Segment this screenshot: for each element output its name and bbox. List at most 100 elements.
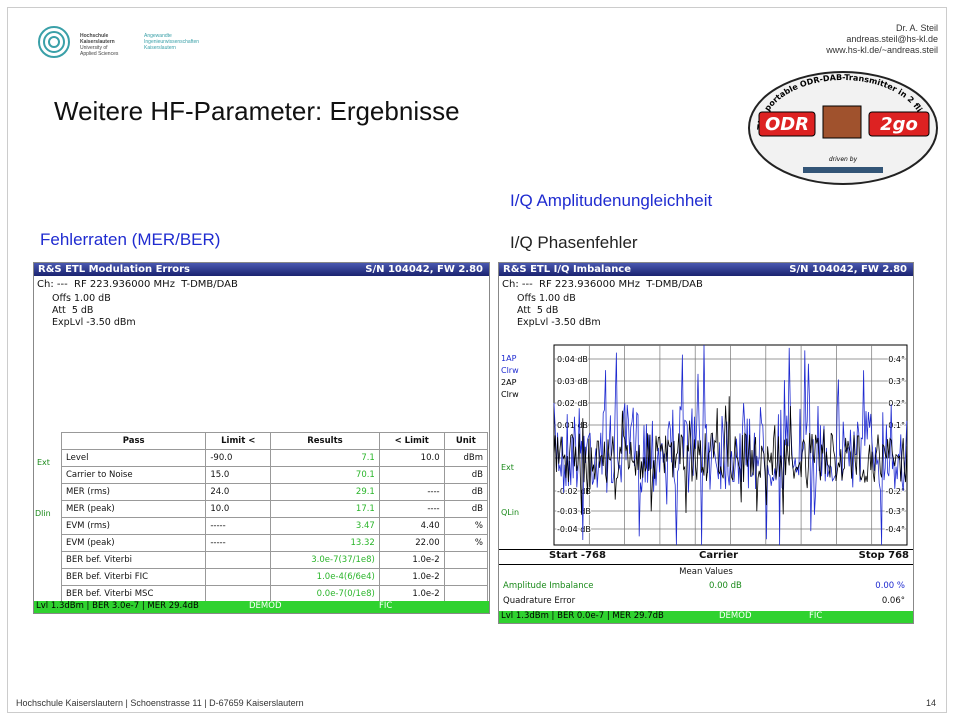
table-cell: ----- bbox=[205, 517, 272, 535]
table-cell: 22.00 bbox=[378, 534, 445, 552]
instrument-screen: R&S ETL I/Q Imbalance S/N 104042, FW 2.80… bbox=[498, 262, 914, 624]
table-cell: 3.0e-7(37/1e8) bbox=[270, 551, 380, 569]
y-label: -0.2° bbox=[885, 487, 905, 496]
table-cell: 10.0 bbox=[205, 500, 272, 518]
status: Lvl 1.3dBm | BER 0.0e-7 | MER 29.7dB bbox=[501, 611, 664, 621]
title-bar: R&S ETL I/Q Imbalance S/N 104042, FW 2.80 bbox=[499, 263, 913, 276]
text: Applied Sciences bbox=[80, 51, 119, 57]
axis-row: Start -768 Carrier Stop 768 bbox=[499, 549, 913, 565]
info: Offs 1.00 dB Att 5 dB ExpLvl -3.50 dBm bbox=[517, 293, 601, 329]
header-cell: Results bbox=[270, 432, 380, 450]
table-cell: % bbox=[443, 534, 489, 552]
table-cell bbox=[205, 585, 272, 603]
author-block: Dr. A. Steil andreas.steil@hs-kl.de www.hs… bbox=[826, 12, 938, 56]
author: Dr. A. Steil bbox=[895, 23, 938, 33]
table-cell: Level bbox=[60, 449, 207, 467]
y-label: 0.04 dB bbox=[557, 355, 588, 364]
status: DEMOD bbox=[719, 611, 752, 621]
y-label: -0.4° bbox=[885, 525, 905, 534]
slide-frame bbox=[7, 7, 947, 713]
y-label: 0.4° bbox=[888, 355, 905, 364]
status: Lvl 1.3dBm | BER 3.0e-7 | MER 29.4dB bbox=[36, 601, 199, 611]
side-label: Ext bbox=[501, 463, 514, 472]
axis-label: Carrier bbox=[699, 550, 739, 561]
table-cell: 0.0e-7(0/1e8) bbox=[270, 585, 380, 603]
hs-logo-icon bbox=[38, 26, 70, 58]
side-label: Clrw bbox=[501, 366, 519, 375]
mean-label: Amplitude Imbalance bbox=[503, 581, 594, 591]
table-cell: 4.40 bbox=[378, 517, 445, 535]
table-row: BER bef. Viterbi MSC 0.0e-7(0/1e8) 1.0e-2 bbox=[60, 585, 489, 603]
header-cell: < Limit bbox=[378, 432, 445, 450]
table-cell: 15.0 bbox=[205, 466, 272, 484]
mean-title: Mean Values bbox=[679, 567, 733, 577]
instrument-screen: R&S ETL Modulation Errors S/N 104042, FW … bbox=[33, 262, 490, 614]
table-cell: 24.0 bbox=[205, 483, 272, 501]
side-label: 1AP bbox=[501, 354, 517, 363]
table-cell: MER (rms) bbox=[60, 483, 207, 501]
table-cell bbox=[443, 551, 489, 569]
channel: Ch: --- RF 223.936000 MHz T-DMB/DAB bbox=[37, 279, 238, 290]
channel: Ch: --- RF 223.936000 MHz T-DMB/DAB bbox=[502, 279, 703, 290]
info-line: ExpLvl -3.50 dBm bbox=[52, 317, 136, 328]
table-cell: 7.1 bbox=[270, 449, 380, 467]
table-cell: ---- bbox=[378, 500, 445, 518]
status: FIC bbox=[809, 611, 823, 621]
text: Hochschule bbox=[80, 33, 109, 39]
table-cell: dB bbox=[443, 466, 489, 484]
table-cell: BER bef. Viterbi MSC bbox=[60, 585, 207, 603]
text: University of bbox=[80, 45, 108, 51]
info-line: ExpLvl -3.50 dBm bbox=[517, 317, 601, 328]
info-line: Att 5 dB bbox=[517, 305, 559, 316]
side-label: Dlin bbox=[35, 509, 51, 518]
table-cell: BER bef. Viterbi FIC bbox=[60, 568, 207, 586]
table-cell bbox=[378, 466, 445, 484]
info-line: Att 5 dB bbox=[52, 305, 94, 316]
y-label: 0.02 dB bbox=[557, 399, 588, 408]
axis-label: Stop 768 bbox=[858, 550, 909, 561]
table-cell bbox=[205, 551, 272, 569]
table-cell: 70.1 bbox=[270, 466, 380, 484]
table-cell bbox=[443, 568, 489, 586]
mean-value: 0.06° bbox=[881, 596, 905, 606]
table-cell: EVM (rms) bbox=[60, 517, 207, 535]
screen-title: R&S ETL Modulation Errors bbox=[38, 264, 191, 275]
table-row: BER bef. Viterbi 3.0e-7(37/1e8) 1.0e-2 bbox=[60, 551, 489, 569]
driven-by: driven by bbox=[829, 156, 858, 163]
mean-label: Quadrature Error bbox=[503, 596, 576, 606]
trace bbox=[553, 396, 908, 515]
text: Kaiserslautern bbox=[144, 45, 176, 51]
table-cell: 10.0 bbox=[378, 449, 445, 467]
y-label: 0.01 dB bbox=[557, 421, 588, 430]
table-cell bbox=[443, 585, 489, 603]
table-cell bbox=[205, 568, 272, 586]
table-cell: 1.0e-4(6/6e4) bbox=[270, 568, 380, 586]
side-label: QLin bbox=[501, 508, 519, 517]
y-label: 0.3° bbox=[888, 377, 905, 386]
table-cell: dB bbox=[443, 483, 489, 501]
status-bar: Lvl 1.3dBm | BER 3.0e-7 | MER 29.4dB DEMO… bbox=[34, 601, 489, 613]
y-label: 0.03 dB bbox=[557, 377, 588, 386]
table-cell: Carrier to Noise bbox=[60, 466, 207, 484]
table-cell: 1.0e-2 bbox=[378, 585, 445, 603]
web: www.hs-kl.de/~andreas.steil bbox=[826, 45, 938, 55]
caption: I/Q Amplitudenungleichheit bbox=[510, 191, 713, 210]
header-cell: Unit bbox=[443, 432, 489, 450]
y-label: -0.04 dB bbox=[557, 525, 591, 534]
side-label: Clrw bbox=[501, 390, 519, 399]
status: DEMOD bbox=[249, 601, 282, 611]
side-label: Ext bbox=[37, 458, 50, 467]
results-table: Pass Limit < Results < Limit Unit Level -90.0 7… bbox=[60, 432, 489, 603]
page-number: 14 bbox=[925, 698, 936, 708]
table-cell: ----- bbox=[205, 534, 272, 552]
brand-left: ODR bbox=[765, 114, 809, 135]
title-bar: R&S ETL Modulation Errors S/N 104042, FW … bbox=[34, 263, 489, 276]
institution: Hochschule Kaiserslautern University of App… bbox=[80, 27, 118, 57]
mean-value: 0.00 % bbox=[875, 581, 905, 591]
footer-address: Hochschule Kaiserslautern | Schoenstrass… bbox=[16, 698, 304, 708]
status-bar: Lvl 1.3dBm | BER 0.0e-7 | MER 29.7dB DEMO… bbox=[499, 611, 913, 623]
header-cell: Pass bbox=[60, 432, 207, 450]
table-cell: EVM (peak) bbox=[60, 534, 207, 552]
text: Ingenieurwissenschaften bbox=[144, 39, 200, 45]
